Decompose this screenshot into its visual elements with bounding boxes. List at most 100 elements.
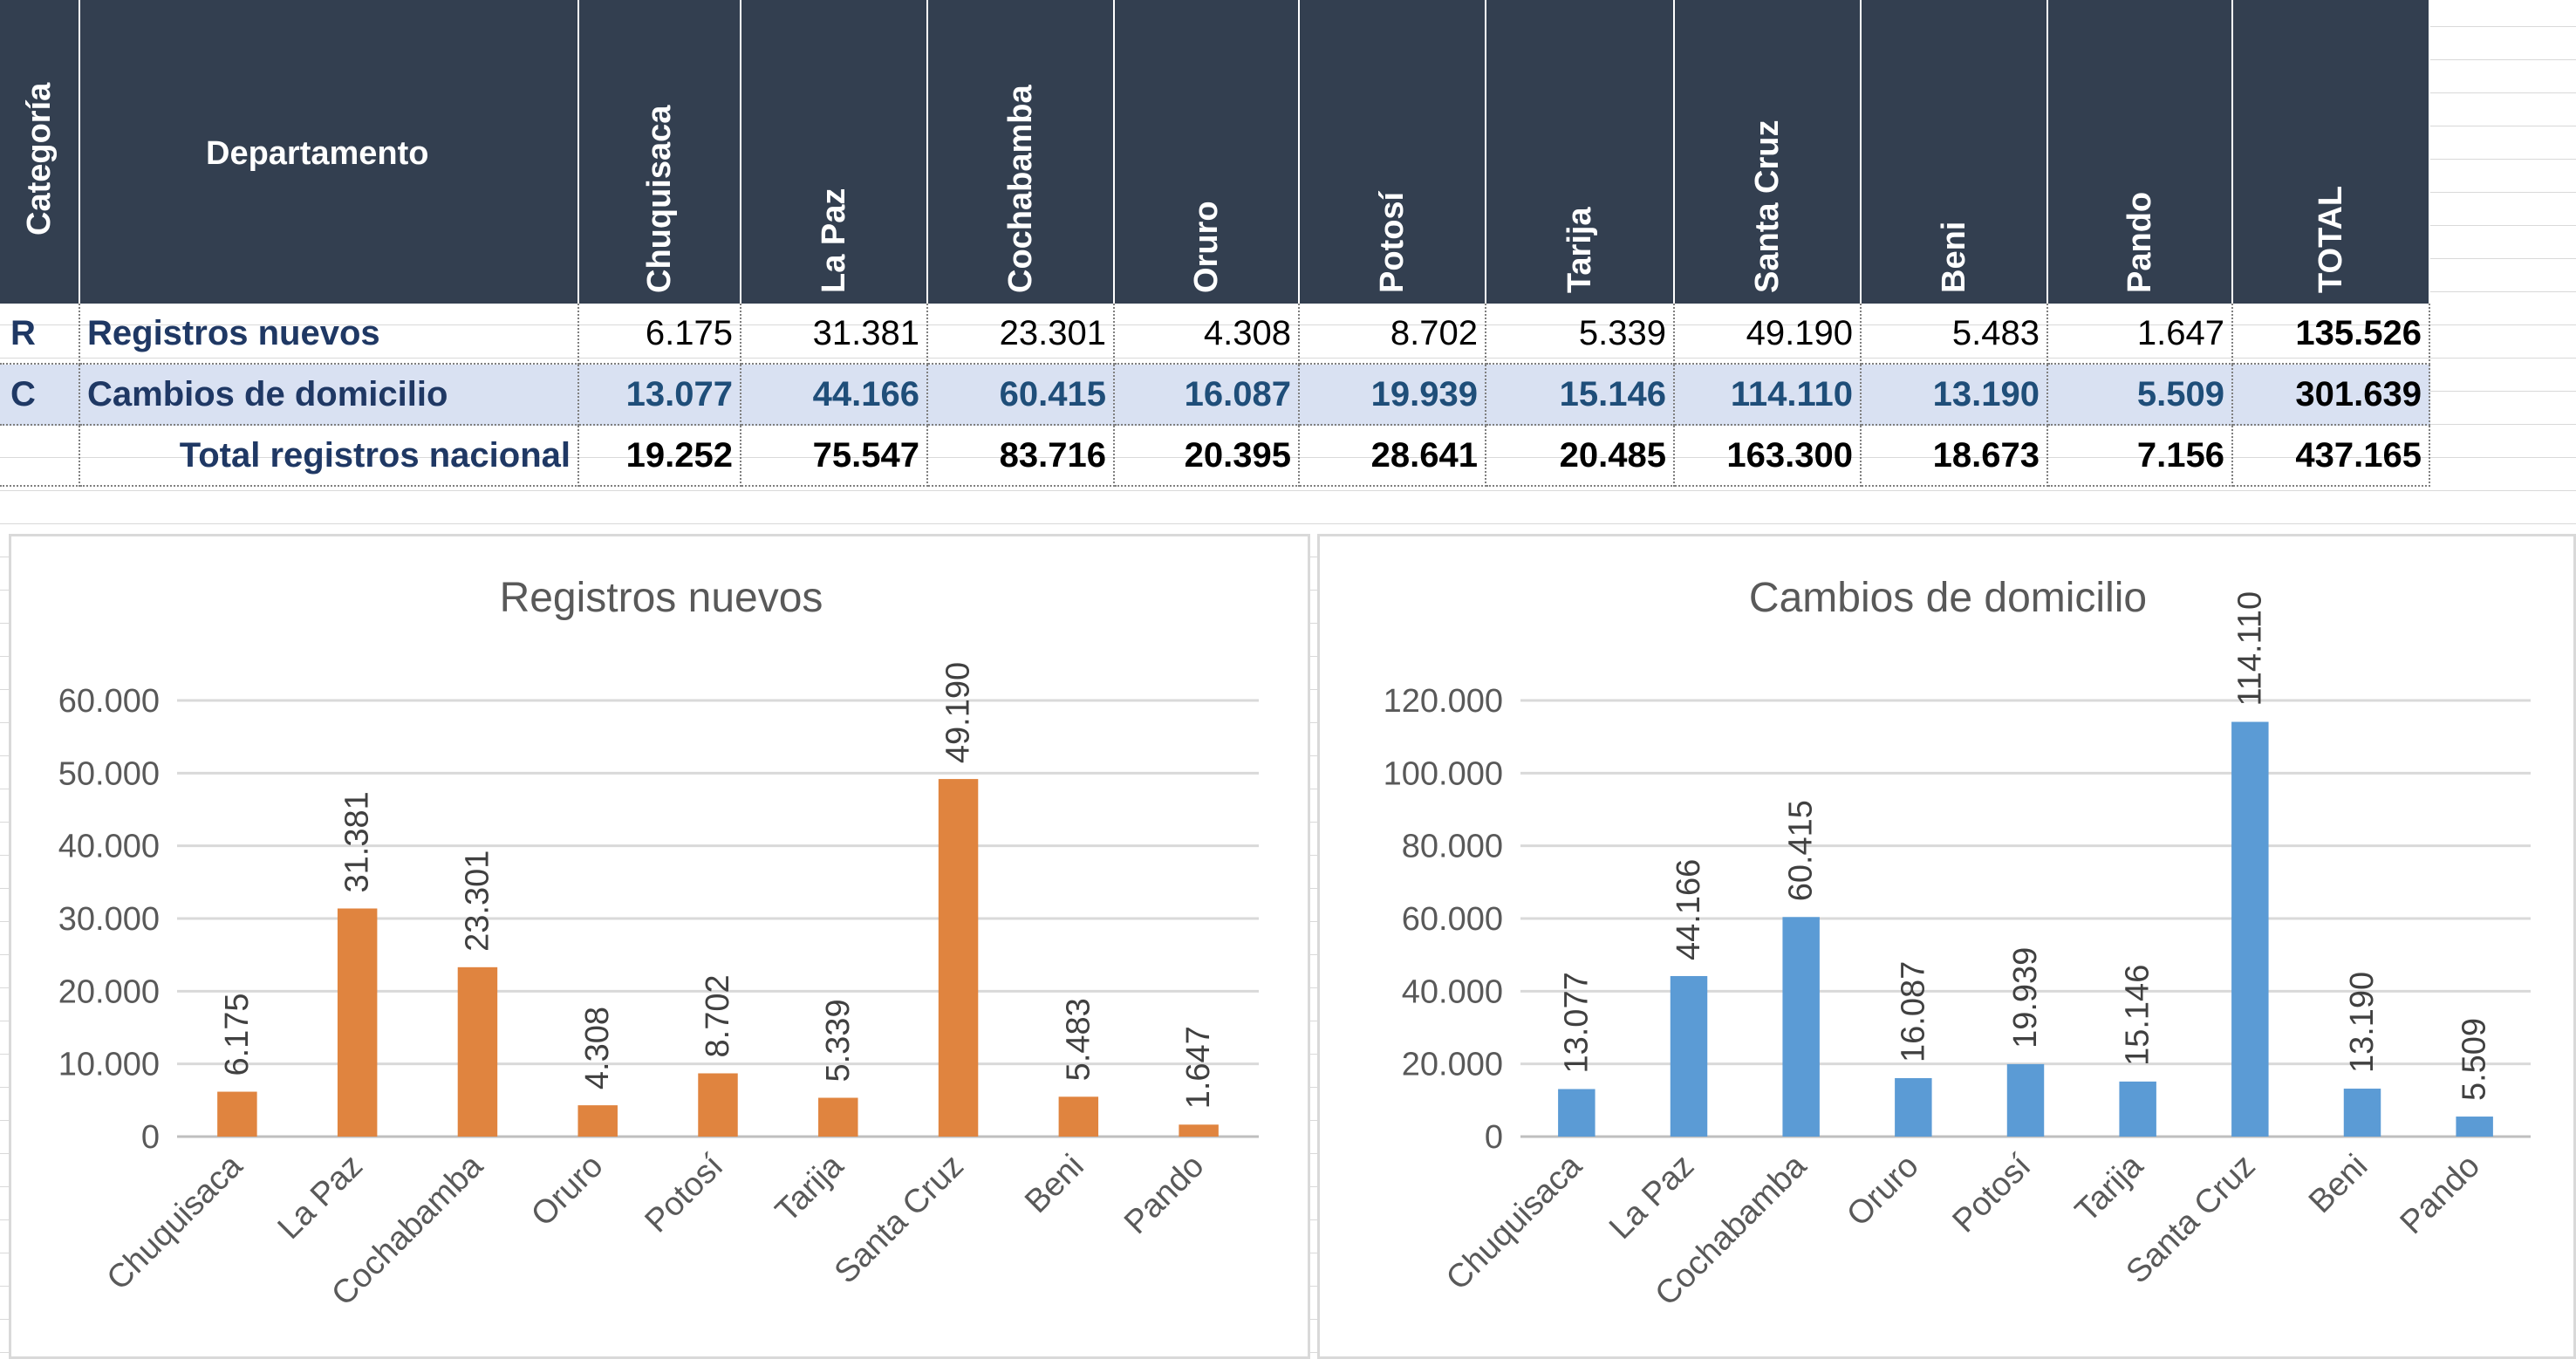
data-label: 15.146 — [2120, 965, 2156, 1066]
header-col-pando[interactable]: Pando — [2048, 0, 2233, 304]
header-col-total[interactable]: TOTAL — [2233, 0, 2430, 304]
bar — [457, 966, 498, 1137]
data-label: 13.077 — [1558, 972, 1595, 1073]
y-tick-label: 60.000 — [58, 683, 160, 720]
row-category[interactable]: R — [0, 304, 80, 365]
chart-title: Registros nuevos — [500, 575, 823, 621]
table-cell[interactable]: 13.190 — [1862, 365, 2048, 426]
table-cell[interactable]: 114.110 — [1675, 365, 1862, 426]
x-tick-label: La Paz — [1602, 1148, 1701, 1246]
table-cell[interactable]: 4.308 — [1115, 304, 1300, 365]
data-label: 19.939 — [2007, 947, 2044, 1048]
header-col-tarija[interactable]: Tarija — [1486, 0, 1675, 304]
header-departamento[interactable]: Departamento — [80, 0, 579, 304]
table-cell[interactable]: 49.190 — [1675, 304, 1862, 365]
y-tick-label: 0 — [141, 1119, 160, 1156]
x-tick-label: Santa Cruz — [828, 1148, 971, 1291]
y-tick-label: 0 — [1485, 1119, 1503, 1156]
header-col-potosí[interactable]: Potosí — [1300, 0, 1486, 304]
table-cell[interactable]: 16.087 — [1115, 365, 1300, 426]
table-cell[interactable]: 8.702 — [1300, 304, 1486, 365]
header-col-cochabamba[interactable]: Cochabamba — [928, 0, 1115, 304]
header-col-beni[interactable]: Beni — [1862, 0, 2048, 304]
chart-cambios-domicilio[interactable]: Cambios de domicilio 0 20.000 40.000 60.000 8… — [1317, 534, 2576, 1359]
table-cell[interactable]: 6.175 — [579, 304, 741, 365]
header-col-santa-cruz[interactable]: Santa Cruz — [1675, 0, 1862, 304]
chart-cambios-domicilio-svg: Cambios de domicilio 0 20.000 40.000 60.000 8… — [1384, 575, 2531, 1313]
header-col-la-paz[interactable]: La Paz — [741, 0, 928, 304]
table-cell[interactable]: 23.301 — [928, 304, 1115, 365]
table-cell[interactable]: 19.939 — [1300, 365, 1486, 426]
table-cell[interactable]: 31.381 — [741, 304, 928, 365]
table-cell[interactable]: 18.673 — [1862, 426, 2048, 487]
row-label[interactable]: Cambios de domicilio — [80, 365, 579, 426]
y-tick-label: 20.000 — [58, 973, 160, 1010]
table-cell[interactable]: 15.146 — [1486, 365, 1675, 426]
header-col-chuquisaca[interactable]: Chuquisaca — [579, 0, 741, 304]
data-label: 5.483 — [1060, 998, 1097, 1081]
x-tick-label: Oruro — [524, 1148, 610, 1233]
bar — [938, 779, 979, 1137]
data-label: 1.647 — [1180, 1026, 1217, 1109]
chart-registros-nuevos-svg: Registros nuevos 0 10.000 20.000 30.000 40.00… — [58, 575, 1259, 1313]
data-label: 49.190 — [940, 662, 977, 763]
data-label: 6.175 — [219, 993, 256, 1076]
y-tick-label: 20.000 — [1402, 1047, 1503, 1083]
data-label: 5.339 — [820, 999, 857, 1082]
data-label: 114.110 — [2231, 591, 2268, 707]
y-tick-label: 40.000 — [58, 829, 160, 865]
bar — [577, 1105, 618, 1137]
table-cell[interactable]: 75.547 — [741, 426, 928, 487]
table-cell[interactable]: 437.165 — [2233, 426, 2430, 487]
row-label[interactable]: Total registros nacional — [80, 426, 579, 487]
table-cell[interactable]: 301.639 — [2233, 365, 2430, 426]
x-tick-label: Potosí — [1945, 1147, 2038, 1240]
data-label: 31.381 — [339, 791, 376, 892]
bar — [698, 1073, 738, 1137]
row-category[interactable]: C — [0, 365, 80, 426]
table-cell[interactable]: 44.166 — [741, 365, 928, 426]
x-tick-label: Beni — [2302, 1148, 2374, 1220]
y-tick-label: 10.000 — [58, 1047, 160, 1083]
data-label: 23.301 — [459, 850, 495, 952]
y-tick-label: 100.000 — [1384, 755, 1503, 792]
x-tick-label: Pando — [2394, 1148, 2487, 1241]
table-cell[interactable]: 20.395 — [1115, 426, 1300, 487]
gridline — [0, 523, 2576, 524]
data-label: 44.166 — [1671, 859, 1707, 960]
bar — [2119, 1081, 2156, 1137]
row-category[interactable] — [0, 426, 80, 487]
table-cell[interactable]: 20.485 — [1486, 426, 1675, 487]
bar — [2231, 721, 2269, 1137]
table-cell[interactable]: 13.077 — [579, 365, 741, 426]
x-tick-label: La Paz — [271, 1148, 370, 1246]
gridline — [0, 490, 2576, 491]
bar — [2343, 1089, 2381, 1137]
table-cell[interactable]: 83.716 — [928, 426, 1115, 487]
gridline — [0, 324, 2576, 325]
table-cell[interactable]: 135.526 — [2233, 304, 2430, 365]
data-label: 13.190 — [2344, 972, 2381, 1073]
bar — [337, 908, 378, 1137]
table-cell[interactable]: 7.156 — [2048, 426, 2233, 487]
table-cell[interactable]: 163.300 — [1675, 426, 1862, 487]
header-categoria[interactable]: Categoría — [0, 0, 80, 304]
table-cell[interactable]: 19.252 — [579, 426, 741, 487]
header-departamento-label: Departamento — [206, 135, 429, 172]
table-cell[interactable]: 5.509 — [2048, 365, 2233, 426]
bar — [1179, 1124, 1219, 1137]
table-cell[interactable]: 5.483 — [1862, 304, 2048, 365]
data-label: 60.415 — [1783, 800, 1820, 901]
bar — [217, 1091, 257, 1137]
y-tick-label: 120.000 — [1384, 683, 1503, 720]
table-cell[interactable]: 1.647 — [2048, 304, 2233, 365]
table-cell[interactable]: 28.641 — [1300, 426, 1486, 487]
bar — [2006, 1063, 2045, 1137]
y-tick-label: 60.000 — [1402, 901, 1503, 938]
x-tick-label: Oruro — [1840, 1148, 1925, 1233]
row-label[interactable]: Registros nuevos — [80, 304, 579, 365]
chart-registros-nuevos[interactable]: Registros nuevos 0 10.000 20.000 30.000 40.00… — [9, 534, 1310, 1359]
header-col-oruro[interactable]: Oruro — [1115, 0, 1300, 304]
table-cell[interactable]: 60.415 — [928, 365, 1115, 426]
table-cell[interactable]: 5.339 — [1486, 304, 1675, 365]
